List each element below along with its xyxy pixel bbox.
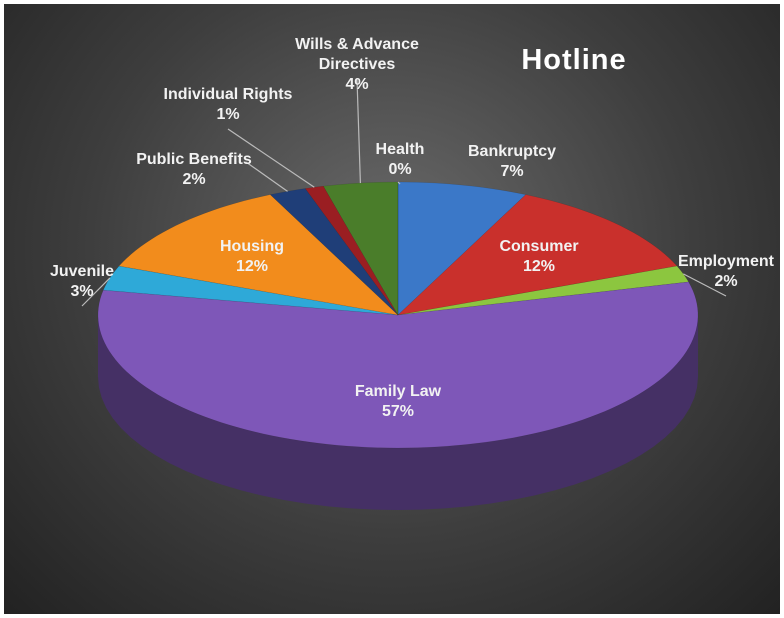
data-label-value: 12% (235, 258, 269, 275)
data-label-category: Consumer (499, 238, 579, 255)
data-label: Employment 2% (666, 252, 780, 292)
pie-slice (322, 181, 399, 316)
data-label: Family Law 57% (338, 382, 458, 422)
data-label: Housing 12% (202, 237, 302, 277)
data-label: Individual Rights 1% (153, 85, 303, 125)
data-label-category: Bankruptcy (467, 143, 557, 160)
pie-slice (397, 181, 527, 316)
data-label-category: Public Benefits (136, 151, 252, 168)
data-label-category: Health (375, 141, 425, 158)
data-label: Juvenile 3% (32, 262, 132, 302)
data-label-category: Family Law (354, 383, 442, 400)
data-label-value: 2% (714, 273, 738, 290)
data-label-value: 1% (216, 106, 240, 123)
data-label-value: 4% (345, 76, 369, 93)
pie-slice-side (98, 315, 698, 510)
pie-slice (269, 188, 399, 316)
data-label-value: 2% (182, 171, 206, 188)
leader-line (397, 181, 401, 185)
data-label-category: Housing (220, 238, 284, 255)
data-label: Public Benefits 2% (124, 150, 264, 190)
data-label-value: 57% (381, 403, 415, 420)
chart: Hotline Bankruptcy 7% Consumer 12% Employmen… (4, 4, 780, 614)
leader-line (356, 78, 361, 184)
data-label-category: Individual Rights (163, 86, 293, 103)
data-label-value: 0% (388, 161, 412, 178)
data-label: Health 0% (360, 140, 440, 180)
data-label: Wills & Advance Directives 4% (282, 35, 432, 95)
chart-title: Hotline (521, 44, 627, 76)
leader-line (245, 161, 288, 192)
leader-line (227, 128, 315, 188)
data-label-category: Employment (677, 253, 774, 270)
pie-slice (397, 194, 678, 316)
pie-slice (97, 281, 699, 449)
data-label-category: Juvenile (49, 263, 115, 280)
data-label-value: 7% (500, 163, 524, 180)
data-label-value: 12% (522, 258, 556, 275)
data-label-value: 3% (70, 283, 94, 300)
pie-slice (118, 194, 399, 316)
pie-slice (102, 265, 399, 316)
pie-plot (81, 78, 727, 510)
data-label: Bankruptcy 7% (452, 142, 572, 182)
leader-line (683, 273, 727, 297)
data-label: Consumer 12% (484, 237, 594, 277)
leader-line (81, 277, 111, 307)
data-label-category: Wills & Advance Directives (295, 36, 419, 73)
